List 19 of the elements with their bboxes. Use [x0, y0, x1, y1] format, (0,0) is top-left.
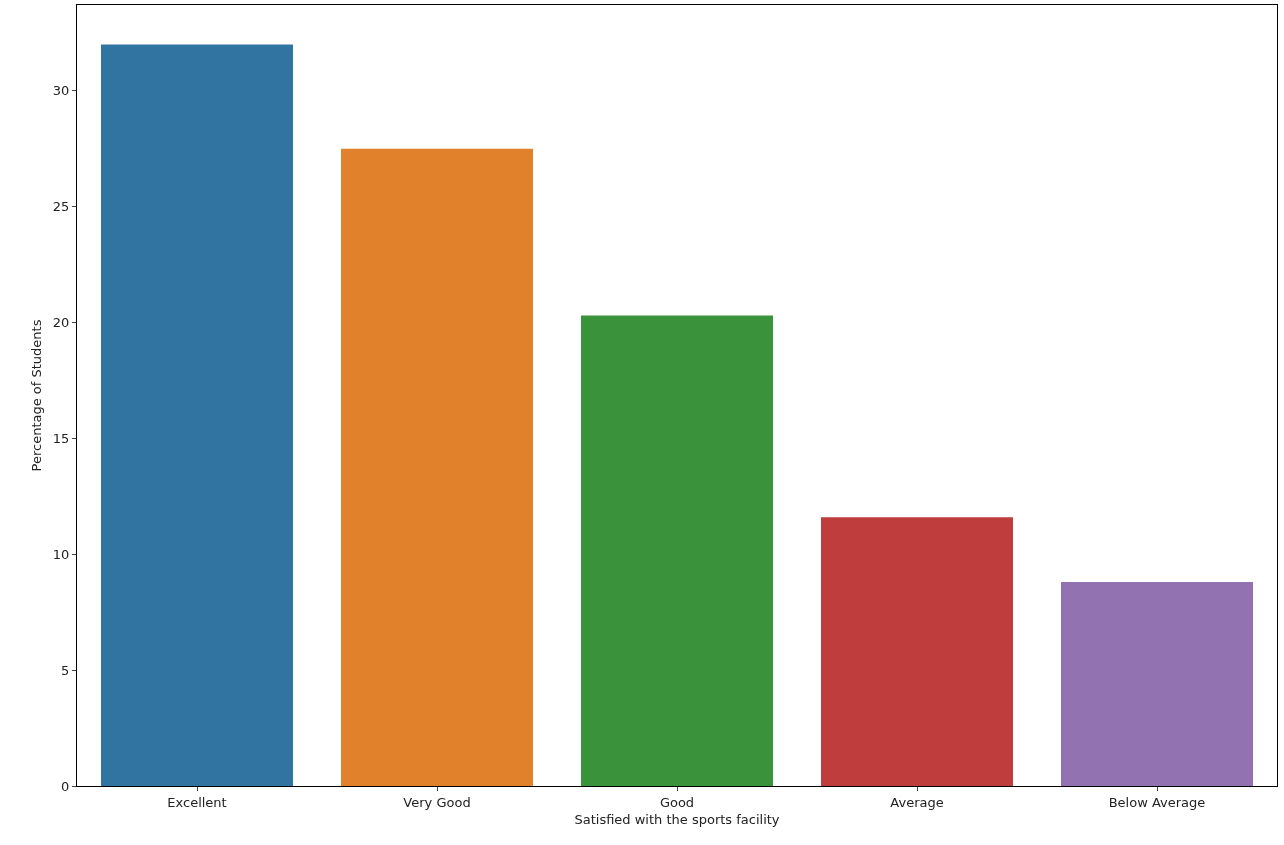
- y-tick-label: 20: [52, 315, 70, 331]
- bar: [821, 517, 1013, 786]
- x-tick-label: Average: [890, 794, 944, 810]
- x-tick-label: Very Good: [403, 794, 471, 810]
- y-axis-title: Percentage of Students: [28, 319, 44, 472]
- y-tick-label: 15: [52, 430, 70, 446]
- y-tick-label: 10: [52, 546, 70, 562]
- x-axis-title: Satisfied with the sports facility: [574, 812, 780, 828]
- y-tick-label: 30: [52, 83, 70, 99]
- bar: [581, 315, 773, 786]
- y-tick-label: 0: [61, 778, 70, 794]
- x-tick-label: Below Average: [1108, 794, 1206, 810]
- y-tick-label: 25: [52, 199, 70, 215]
- y-tick-label: 5: [61, 662, 70, 678]
- x-tick-label: Excellent: [167, 794, 227, 810]
- bar: [341, 148, 533, 786]
- x-tick-label: Good: [659, 794, 695, 810]
- bar: [1061, 582, 1253, 786]
- bar: [101, 44, 293, 786]
